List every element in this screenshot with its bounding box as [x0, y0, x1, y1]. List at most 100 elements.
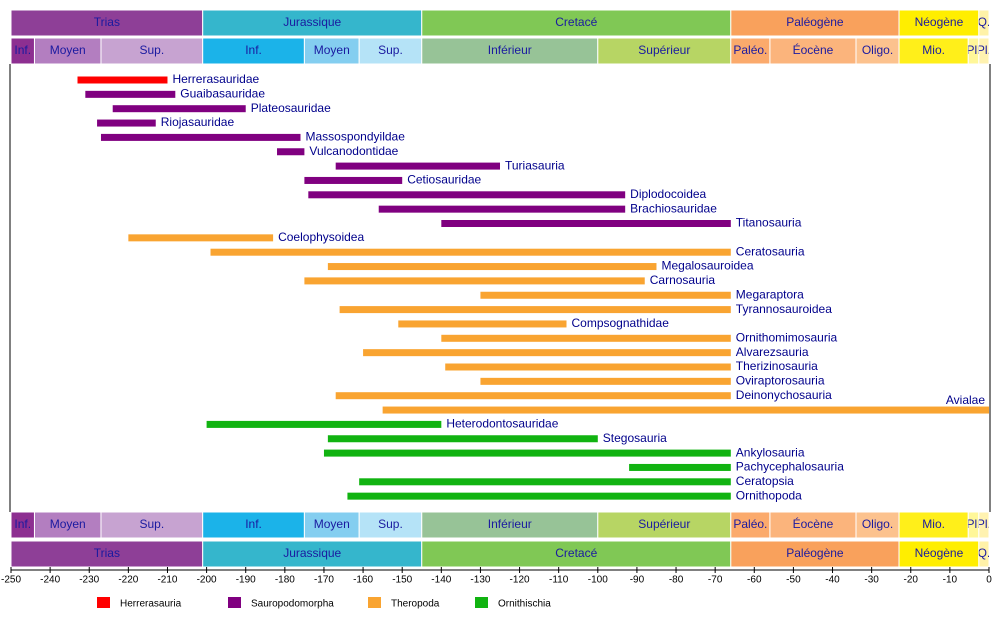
- range-bar: [398, 320, 567, 328]
- epoch-label: Pl.: [967, 43, 981, 57]
- legend-swatch: [97, 597, 110, 608]
- x-tick-label: -160: [353, 575, 373, 586]
- x-tick-label: -60: [747, 575, 762, 586]
- epoch-band: [978, 511, 990, 539]
- clade-label: Carnosauria: [650, 273, 716, 287]
- x-tick-label: -80: [669, 575, 684, 586]
- range-bar: [77, 76, 168, 84]
- period-band: [898, 9, 980, 37]
- range-bar: [210, 248, 731, 256]
- period-label: Jurassique: [283, 546, 341, 560]
- epoch-label: Inf.: [14, 517, 31, 531]
- range-bar: [359, 478, 731, 486]
- clade-label: Pachycephalosauria: [736, 460, 844, 474]
- period-band: [898, 540, 980, 568]
- period-label: Paléogène: [786, 546, 844, 560]
- period-label: Q.: [978, 15, 991, 29]
- epoch-band: [898, 511, 969, 539]
- range-bar: [277, 148, 305, 156]
- range-bar: [304, 176, 403, 184]
- range-bar: [97, 119, 156, 127]
- clade-label: Ornithopoda: [736, 488, 802, 502]
- range-bar: [480, 291, 731, 299]
- epoch-label: Inf.: [245, 517, 262, 531]
- range-bar: [378, 205, 626, 213]
- legend-label: Theropoda: [391, 599, 440, 610]
- epoch-label: Éocène: [793, 516, 834, 531]
- epoch-label: Supérieur: [638, 43, 690, 57]
- x-tick-label: -190: [236, 575, 256, 586]
- clade-label: Guaibasauridae: [180, 87, 265, 101]
- epoch-label: Moyen: [50, 43, 86, 57]
- epoch-label: Sup.: [378, 517, 403, 531]
- clade-label: Cetiosauridae: [407, 173, 481, 187]
- clade-label: Ceratopsia: [736, 474, 794, 488]
- x-tick-label: -110: [549, 575, 569, 586]
- clade-label: Diplodocoidea: [630, 187, 706, 201]
- range-bar: [323, 449, 731, 457]
- period-band: [10, 9, 204, 37]
- clade-label: Ankylosauria: [736, 445, 805, 459]
- range-bar: [100, 133, 301, 141]
- clade-label: Compsognathidae: [572, 316, 670, 330]
- x-tick-label: -30: [864, 575, 879, 586]
- epoch-label: Paléo.: [733, 43, 767, 57]
- legend-label: Ornithischia: [498, 599, 551, 610]
- x-tick-label: -250: [1, 575, 21, 586]
- epoch-label: Mio.: [922, 43, 945, 57]
- clade-label: Oviraptorosauria: [736, 374, 825, 388]
- epoch-label: Supérieur: [638, 517, 690, 531]
- range-bar: [480, 377, 731, 385]
- period-band: [202, 540, 423, 568]
- legend-swatch: [228, 597, 241, 608]
- period-label: Jurassique: [283, 15, 341, 29]
- epoch-label: Oligo.: [862, 517, 893, 531]
- epoch-label: Pl.: [967, 517, 981, 531]
- period-label: Paléogène: [786, 15, 844, 29]
- clade-label: Alvarezsauria: [736, 345, 809, 359]
- clade-label: Ceratosauria: [736, 244, 805, 258]
- epoch-band: [730, 511, 771, 539]
- epoch-label: Moyen: [50, 517, 86, 531]
- epoch-label: Moyen: [314, 43, 350, 57]
- clade-label: Riojasauridae: [161, 115, 235, 129]
- period-label: Trias: [94, 15, 120, 29]
- period-band: [978, 9, 990, 37]
- epoch-band: [202, 37, 305, 65]
- x-tick-label: -50: [786, 575, 801, 586]
- legend-swatch: [475, 597, 488, 608]
- epoch-band: [978, 37, 990, 65]
- epoch-label: Inf.: [245, 43, 262, 57]
- epoch-band: [597, 511, 732, 539]
- period-band: [202, 9, 423, 37]
- epoch-band: [358, 37, 423, 65]
- period-label: Q.: [978, 546, 991, 560]
- legend-label: Sauropodomorpha: [251, 599, 334, 610]
- period-label: Néogène: [915, 546, 964, 560]
- epoch-label: Pl.: [977, 43, 991, 57]
- epoch-label: Mio.: [922, 517, 945, 531]
- range-bar: [445, 363, 731, 371]
- clade-label: Vulcanodontidae: [309, 144, 398, 158]
- period-band: [978, 540, 990, 568]
- epoch-label: Inf.: [14, 43, 31, 57]
- range-bar: [629, 463, 731, 471]
- x-tick-label: -210: [157, 575, 177, 586]
- period-label: Cretacé: [555, 546, 597, 560]
- range-bar: [339, 306, 731, 314]
- clade-label: Massospondyildae: [305, 130, 405, 144]
- x-tick-label: -230: [79, 575, 99, 586]
- clade-label: Therizinosauria: [736, 359, 818, 373]
- range-bar: [128, 234, 274, 242]
- epoch-label: Sup.: [139, 517, 164, 531]
- period-band: [421, 9, 732, 37]
- epoch-label: Sup.: [378, 43, 403, 57]
- epoch-band: [100, 511, 204, 539]
- range-bar: [441, 220, 731, 227]
- x-tick-label: -10: [943, 575, 958, 586]
- epoch-band: [769, 37, 857, 65]
- range-bar: [335, 392, 731, 400]
- period-label: Cretacé: [555, 15, 597, 29]
